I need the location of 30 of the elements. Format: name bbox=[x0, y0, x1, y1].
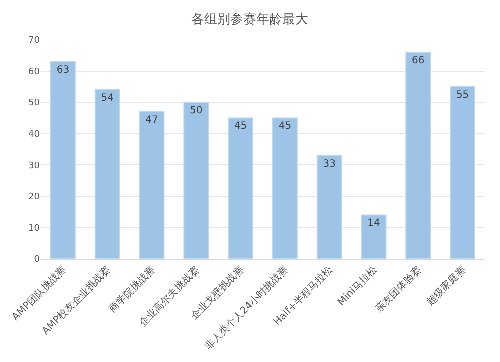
data-label: 63 bbox=[56, 64, 70, 76]
data-label: 66 bbox=[412, 56, 425, 67]
bar bbox=[316, 155, 342, 259]
bar bbox=[94, 90, 120, 259]
x-tick-label: 超级家庭赛 bbox=[424, 264, 468, 308]
data-label: 50 bbox=[190, 106, 203, 117]
y-tick-label: 50 bbox=[28, 98, 40, 109]
bar bbox=[450, 86, 476, 259]
data-label: 33 bbox=[323, 158, 336, 170]
data-label: 54 bbox=[101, 93, 114, 104]
bar bbox=[184, 102, 210, 259]
y-tick-label: 20 bbox=[28, 192, 40, 203]
data-label: 14 bbox=[368, 218, 380, 230]
y-tick-label: 0 bbox=[34, 255, 40, 266]
y-tick-label: 30 bbox=[28, 161, 40, 172]
data-label: 45 bbox=[278, 121, 292, 132]
y-tick-label: 70 bbox=[28, 36, 40, 46]
bar bbox=[272, 118, 298, 259]
y-tick-label: 60 bbox=[28, 67, 40, 78]
y-tick-label: 10 bbox=[28, 224, 40, 234]
data-label: 47 bbox=[146, 114, 158, 126]
bar bbox=[406, 52, 432, 259]
data-label: 55 bbox=[456, 90, 470, 101]
bar bbox=[228, 118, 254, 259]
data-label: 45 bbox=[234, 121, 248, 132]
bar bbox=[361, 214, 387, 259]
bar bbox=[139, 111, 165, 259]
chart-title: 各组别参赛年龄最大 bbox=[192, 12, 308, 28]
bar bbox=[50, 61, 76, 259]
y-tick-label: 40 bbox=[28, 130, 40, 140]
